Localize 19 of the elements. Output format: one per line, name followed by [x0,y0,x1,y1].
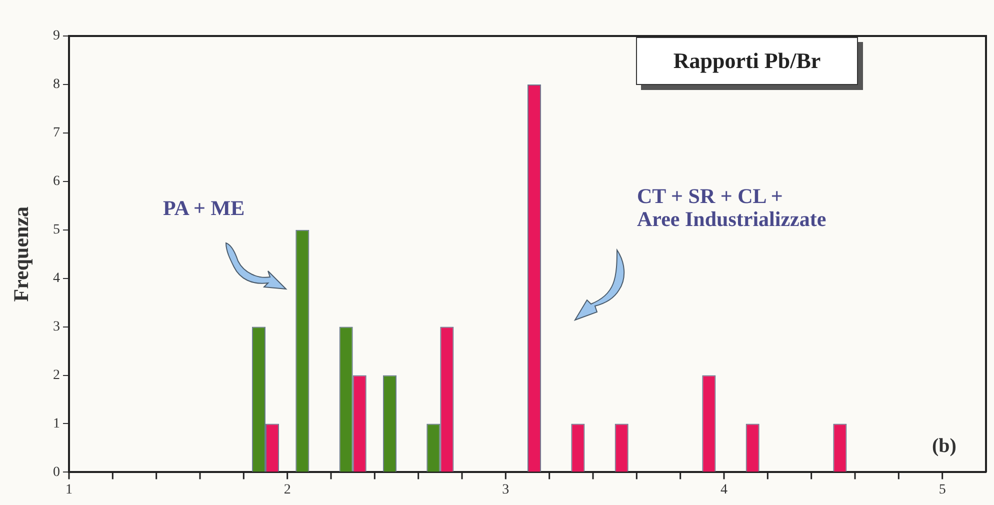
x-tick-label: 1 [66,482,72,498]
x-tick-label: 2 [284,482,291,498]
x-tick-label: 3 [502,482,510,498]
y-tick-label: 2 [53,368,60,383]
y-tick-label: 8 [53,77,60,92]
y-tick-label: 0 [53,464,60,480]
x-tick-label: 4 [720,482,728,498]
annotation: PA + ME [163,196,245,220]
y-tick-label: 3 [53,319,60,334]
y-tick-label: 7 [53,126,60,141]
y-tick-label: 1 [53,416,60,432]
y-tick-label: 5 [53,222,60,238]
y-tick-label: 9 [53,28,60,44]
y-tick-label: 4 [53,271,60,286]
annotation: (b) [932,435,956,458]
x-tick-label: 5 [938,482,946,498]
y-axis-title: Frequenza [9,206,34,302]
y-tick-label: 6 [53,174,60,190]
annotation: CT + SR + CL + Aree Industrializzate [637,184,826,231]
